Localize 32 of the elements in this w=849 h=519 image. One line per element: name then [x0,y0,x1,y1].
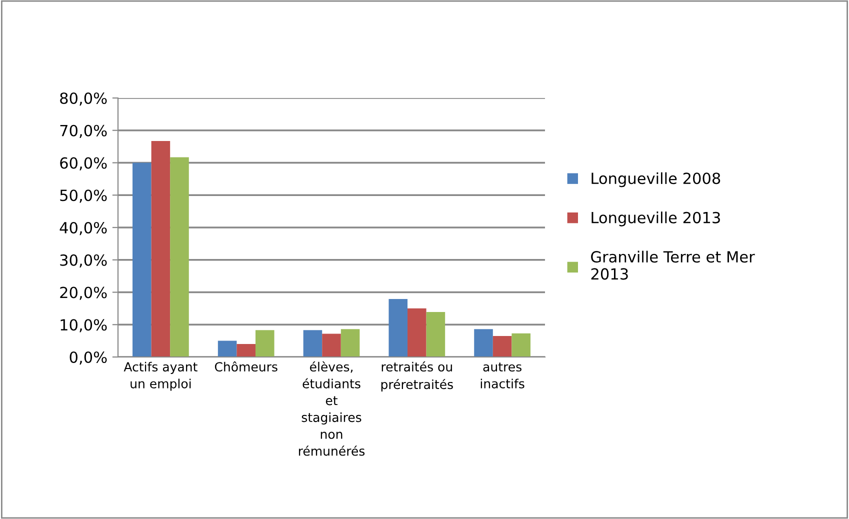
y-tick-label: 80,0% [60,92,107,106]
bar [474,329,493,357]
bar [408,308,426,357]
bar [255,330,274,357]
y-tick-label: 20,0% [60,286,107,300]
bar [303,330,322,357]
y-tick-label: 30,0% [60,254,107,268]
bar [132,162,152,357]
bar [170,157,189,357]
bar [492,336,512,357]
y-tick-label: 40,0% [60,222,107,236]
bar [512,333,530,357]
y-tick-label: 10,0% [60,319,107,332]
y-tick-label: 50,0% [60,190,107,203]
bar [151,141,170,357]
bar [218,340,237,357]
legend-label: Granville Terre et Mer 2013 [591,250,755,280]
legend-label: Longueville 2013 [592,212,720,226]
x-tick-label: élèves, étudiants et stagiaires non rémunérés [298,361,365,456]
y-tick-label: 60,0% [60,157,107,170]
bar [322,334,341,357]
x-tick-label: Actifs ayant un emploi [124,362,198,391]
bar [388,299,408,357]
legend-label: Longueville 2008 [592,172,720,188]
y-tick-label: 0,0% [70,351,107,365]
bar [236,344,256,357]
y-tick-label: 70,0% [60,124,107,138]
x-tick-label: autres inactifs [480,362,524,388]
x-tick-label: retraités ou préretraités [381,361,453,392]
bar [426,312,446,357]
x-tick-label: Chômeurs [214,361,278,372]
bar [340,329,360,357]
